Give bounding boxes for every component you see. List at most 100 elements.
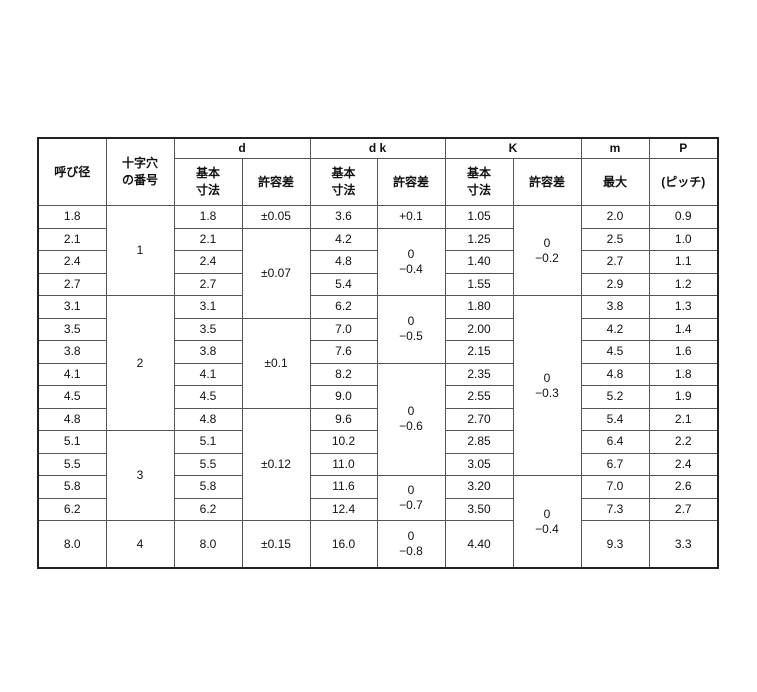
header-m-max: 最大 bbox=[580, 158, 650, 206]
cross-no-cell: 3 bbox=[105, 430, 175, 521]
tolerance-value: 4 bbox=[136, 536, 144, 551]
nominal-cell: 5.8 bbox=[37, 475, 107, 499]
K-basic-cell: 2.85 bbox=[444, 430, 514, 454]
tolerance-value: −0.2 bbox=[535, 250, 559, 265]
pitch-cell: 2.6 bbox=[648, 475, 719, 499]
tolerance-value: −0.3 bbox=[535, 385, 559, 400]
tolerance-value: 0 bbox=[407, 314, 415, 329]
nominal-cell: 2.1 bbox=[37, 227, 107, 251]
K-basic-cell: 2.15 bbox=[444, 340, 514, 364]
table-body: 1.8 1 1.8 ±0.05 3.6 +0.1 1.05 0 −0.2 2.0 0.9 2.1 2.1… bbox=[37, 205, 719, 569]
tolerance-value: 0 bbox=[407, 529, 415, 543]
K-tolerance-cell: 0 −0.3 bbox=[512, 295, 582, 476]
pitch-cell: 1.2 bbox=[648, 272, 719, 296]
tolerance-value: 0 bbox=[407, 246, 415, 261]
table-row: 2.7 2.7 5.4 1.55 2.9 1.2 bbox=[37, 272, 719, 296]
cross-no-cell: 4 bbox=[105, 520, 175, 569]
table-row: 1.8 1 1.8 ±0.05 3.6 +0.1 1.05 0 −0.2 2.0 0.9 bbox=[37, 205, 719, 296]
dk-basic-cell: 10.2 bbox=[309, 430, 378, 454]
dk-basic-cell: 4.2 bbox=[309, 227, 378, 251]
m-max-cell: 5.2 bbox=[580, 385, 650, 409]
nominal-cell: 8.0 bbox=[37, 520, 107, 569]
nominal-cell: 3.5 bbox=[37, 317, 107, 341]
pitch-cell: 0.9 bbox=[648, 205, 719, 229]
d-tolerance-cell: ±0.15 bbox=[241, 520, 311, 569]
dk-basic-cell: 9.6 bbox=[309, 407, 378, 431]
table-row: 3.1 2 3.1 6.2 0 −0.5 1.80 0 −0.3 3.8 1.3 bbox=[37, 295, 719, 476]
dk-tolerance-cell: 0 −0.6 bbox=[376, 362, 446, 476]
d-basic-cell: 2.1 bbox=[173, 227, 243, 251]
dk-tolerance-cell: 0 −0.4 bbox=[376, 227, 446, 296]
K-basic-cell: 1.25 bbox=[444, 227, 514, 251]
d-basic-cell: 2.7 bbox=[173, 272, 243, 296]
d-basic-cell: 5.5 bbox=[173, 452, 243, 476]
header-K-tolerance: 許容差 bbox=[512, 158, 582, 206]
m-max-cell: 2.9 bbox=[580, 272, 650, 296]
d-basic-cell: 4.5 bbox=[173, 385, 243, 409]
tolerance-value: 3 bbox=[136, 468, 144, 482]
dk-tolerance-cell: 0 −0.8 bbox=[376, 520, 446, 569]
dk-basic-cell: 3.6 bbox=[309, 205, 378, 229]
m-max-cell: 2.0 bbox=[580, 205, 650, 229]
dk-basic-cell: 6.2 bbox=[309, 295, 378, 319]
pitch-cell: 3.3 bbox=[648, 520, 719, 569]
tolerance-value: 2 bbox=[136, 355, 144, 370]
dk-basic-cell: 7.0 bbox=[309, 317, 378, 341]
cross-no-cell: 1 bbox=[105, 205, 175, 296]
d-tolerance-cell: ±0.07 bbox=[241, 227, 311, 319]
dk-tolerance-cell: 0 −0.5 bbox=[376, 295, 446, 364]
dk-basic-cell: 8.2 bbox=[309, 362, 378, 386]
header-P: P bbox=[648, 137, 719, 159]
K-tolerance-cell: 0 −0.2 bbox=[512, 205, 582, 296]
m-max-cell: 4.2 bbox=[580, 317, 650, 341]
tolerance-value: −0.8 bbox=[399, 544, 423, 558]
nominal-cell: 3.8 bbox=[37, 340, 107, 364]
pitch-cell: 1.3 bbox=[648, 295, 719, 319]
tolerance-value: 0 bbox=[543, 235, 551, 250]
d-basic-cell: 3.5 bbox=[173, 317, 243, 341]
nominal-cell: 5.5 bbox=[37, 452, 107, 476]
K-basic-cell: 1.05 bbox=[444, 205, 514, 229]
nominal-cell: 4.8 bbox=[37, 407, 107, 431]
pitch-cell: 1.1 bbox=[648, 250, 719, 274]
pitch-cell: 1.9 bbox=[648, 385, 719, 409]
table-row: 2.1 2.1 ±0.07 4.2 0 −0.4 1.25 2.5 1.0 bbox=[37, 227, 719, 319]
header-nominal: 呼び径 bbox=[37, 137, 107, 206]
nominal-cell: 2.7 bbox=[37, 272, 107, 296]
m-max-cell: 2.5 bbox=[580, 227, 650, 251]
m-max-cell: 9.3 bbox=[580, 520, 650, 569]
pitch-cell: 1.4 bbox=[648, 317, 719, 341]
m-max-cell: 4.5 bbox=[580, 340, 650, 364]
dk-basic-cell: 16.0 bbox=[309, 520, 378, 569]
K-basic-cell: 3.50 bbox=[444, 497, 514, 521]
header-dk: d k bbox=[309, 137, 446, 159]
d-basic-cell: 4.1 bbox=[173, 362, 243, 386]
nominal-cell: 1.8 bbox=[37, 205, 107, 229]
tolerance-value: −0.5 bbox=[399, 329, 423, 344]
header-pitch: (ピッチ) bbox=[648, 158, 719, 206]
d-basic-cell: 5.8 bbox=[173, 475, 243, 499]
K-basic-cell: 1.80 bbox=[444, 295, 514, 319]
tolerance-value: ±0.12 bbox=[261, 456, 291, 471]
K-basic-cell: 3.05 bbox=[444, 452, 514, 476]
dk-basic-cell: 5.4 bbox=[309, 272, 378, 296]
table-row: 3.8 3.8 7.6 2.15 4.5 1.6 bbox=[37, 340, 719, 364]
table-row: 5.5 5.5 11.0 3.05 6.7 2.4 bbox=[37, 452, 719, 476]
header-d-basic: 基本 寸法 bbox=[173, 158, 243, 206]
header-dk-basic: 基本 寸法 bbox=[309, 158, 378, 206]
tolerance-value: ±0.15 bbox=[261, 536, 291, 551]
tolerance-value: −0.7 bbox=[399, 498, 423, 512]
d-basic-cell: 3.8 bbox=[173, 340, 243, 364]
pitch-cell: 2.7 bbox=[648, 497, 719, 521]
dk-tolerance-cell: +0.1 bbox=[376, 205, 446, 229]
dk-basic-cell: 9.0 bbox=[309, 385, 378, 409]
table-row: 6.2 6.2 12.4 3.50 7.3 2.7 bbox=[37, 497, 719, 521]
m-max-cell: 5.4 bbox=[580, 407, 650, 431]
pitch-cell: 1.6 bbox=[648, 340, 719, 364]
d-basic-cell: 3.1 bbox=[173, 295, 243, 319]
pitch-cell: 2.2 bbox=[648, 430, 719, 454]
header-m: m bbox=[580, 137, 650, 159]
K-tolerance-cell: 0 −0.4 bbox=[512, 475, 582, 569]
m-max-cell: 7.3 bbox=[580, 497, 650, 521]
K-basic-cell: 2.70 bbox=[444, 407, 514, 431]
